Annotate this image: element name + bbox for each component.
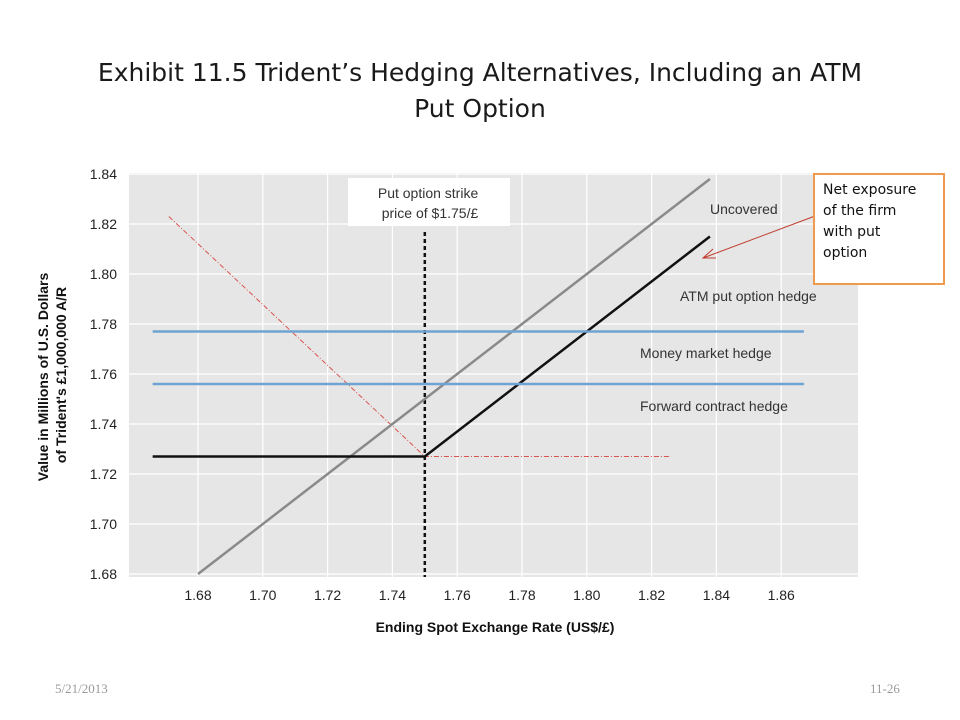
strike-label: Put option strike price of $1.75/£: [378, 185, 482, 221]
x-tick-label: 1.70: [249, 587, 276, 603]
uncovered-line: [197, 178, 711, 575]
y-axis-label: Value in Millions of U.S. Dollars of Tri…: [35, 269, 69, 481]
net-exposure-callout: Net exposure of the firm with put option: [813, 173, 945, 285]
strike-label-line-2: price of $1.75/£: [382, 205, 479, 221]
y-tick-label: 1.72: [90, 466, 117, 482]
slide-title-line-2: Put Option: [414, 94, 546, 123]
label-money-market: Money market hedge: [640, 345, 772, 361]
slide-title: Exhibit 11.5 Trident’s Hedging Alternati…: [40, 55, 920, 127]
tick-labels: 1.68 1.70 1.72 1.74 1.76 1.78 1.80 1.82 1.84 1.86…: [90, 166, 795, 603]
x-tick-label: 1.72: [314, 587, 341, 603]
strike-label-line-1: Put option strike: [378, 185, 479, 201]
y-tick-label: 1.68: [90, 566, 117, 582]
line-labels: Uncovered ATM put option hedge Money mar…: [640, 201, 817, 414]
y-tick-label: 1.76: [90, 366, 117, 382]
callout-arrow-head: [701, 248, 716, 259]
y-tick-label: 1.82: [90, 216, 117, 232]
label-atm-put: ATM put option hedge: [680, 288, 817, 304]
strike-label-box: [348, 178, 510, 226]
y-tick-label: 1.84: [90, 166, 117, 182]
x-tick-label: 1.74: [379, 587, 406, 603]
callout-line-1: Net exposure: [823, 182, 917, 198]
label-forward: Forward contract hedge: [640, 398, 788, 414]
series-lines: [152, 178, 804, 577]
y-axis-label-line-1: Value in Millions of U.S. Dollars: [35, 272, 51, 481]
plot-background: [129, 173, 858, 577]
y-tick-label: 1.78: [90, 316, 117, 332]
slide-title-line-1: Exhibit 11.5 Trident’s Hedging Alternati…: [97, 58, 863, 87]
y-tick-label: 1.80: [90, 266, 117, 282]
callout-line-2: of the firm: [823, 203, 897, 219]
x-tick-label: 1.86: [768, 587, 795, 603]
x-tick-label: 1.78: [508, 587, 535, 603]
callout-line-3: with put: [823, 224, 881, 240]
footer-date: 5/21/2013: [55, 681, 108, 696]
x-tick-label: 1.76: [444, 587, 471, 603]
x-axis-label: Ending Spot Exchange Rate (US$/£): [376, 619, 615, 635]
footer-page-number: 11-26: [870, 681, 900, 696]
label-uncovered: Uncovered: [710, 201, 778, 217]
callout-line-4: option: [823, 245, 868, 261]
x-tick-label: 1.82: [638, 587, 665, 603]
y-tick-label: 1.70: [90, 516, 117, 532]
y-tick-label: 1.74: [90, 416, 117, 432]
x-tick-label: 1.84: [703, 587, 730, 603]
callout-arrow: [702, 215, 816, 259]
x-tick-label: 1.68: [184, 587, 211, 603]
x-tick-label: 1.80: [573, 587, 600, 603]
y-axis-label-line-2: of Trident's £1,000,000 A/R: [53, 287, 69, 463]
atm-put-hedge-line: [152, 235, 711, 458]
